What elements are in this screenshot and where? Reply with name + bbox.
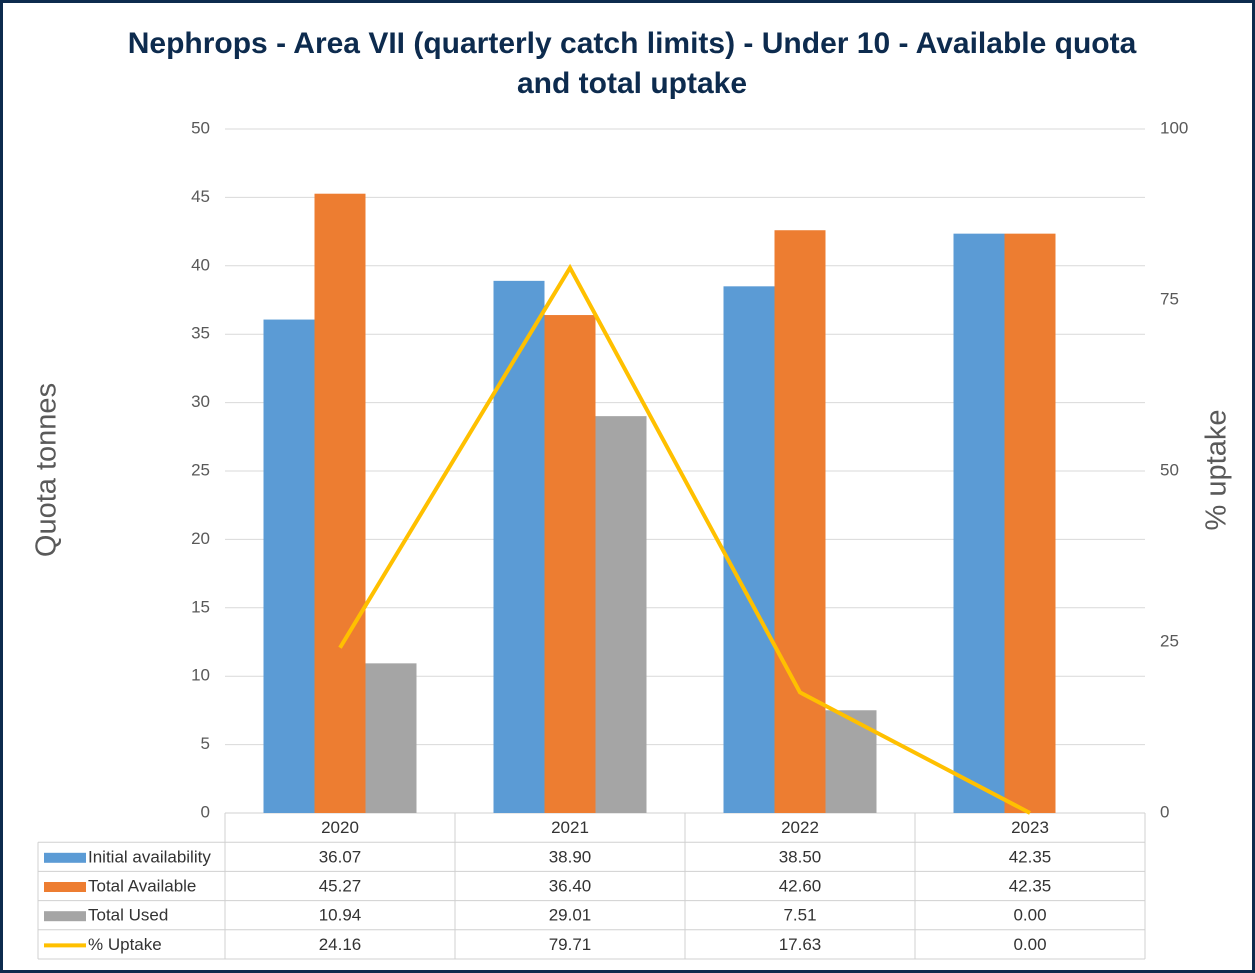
x-tick-label: 2022 (781, 818, 819, 837)
y2-tick-label: 25 (1160, 631, 1179, 650)
chart-title: Nephrops - Area VII (quarterly catch lim… (127, 27, 1137, 100)
table-value: 24.16 (319, 935, 362, 954)
y2-tick-label: 75 (1160, 289, 1179, 308)
legend-label: Total Used (88, 906, 168, 925)
legend-swatch (44, 852, 86, 863)
y-tick-label: 45 (191, 187, 210, 206)
table-value: 38.90 (549, 847, 592, 866)
y-tick-label: 40 (191, 255, 210, 274)
y-tick-label: 0 (201, 802, 210, 821)
y2-tick-label: 100 (1160, 118, 1188, 137)
bar (774, 230, 826, 813)
table-value: 10.94 (319, 906, 362, 925)
y-tick-label: 50 (191, 118, 210, 137)
table-value: 36.07 (319, 847, 362, 866)
bar (953, 233, 1005, 814)
table-value: 29.01 (549, 906, 592, 925)
table-value: 42.60 (779, 876, 822, 895)
table-value: 45.27 (319, 876, 362, 895)
table-value: 79.71 (549, 935, 592, 954)
y-tick-label: 20 (191, 529, 210, 548)
bar (493, 280, 545, 813)
x-tick-label: 2021 (551, 818, 589, 837)
legend-label: % Uptake (88, 935, 162, 954)
legend-swatch (44, 882, 86, 892)
table-value: 36.40 (549, 876, 592, 895)
y-tick-label: 5 (201, 734, 210, 753)
legend-label: Total Available (88, 876, 196, 895)
table-value: 38.50 (779, 847, 822, 866)
line-series (338, 263, 1031, 815)
x-tick-label: 2020 (321, 818, 359, 837)
y2-axis-title: % uptake (1201, 410, 1233, 531)
bar (825, 710, 877, 813)
y2-tick-label: 0 (1160, 802, 1169, 821)
y-axis-title: Quota tonnes (31, 383, 63, 557)
bar (544, 315, 596, 813)
y-tick-label: 30 (191, 392, 210, 411)
table-value: 42.35 (1009, 876, 1052, 895)
y2-tick-label: 50 (1160, 460, 1179, 479)
bar (723, 286, 775, 813)
bar (263, 319, 315, 813)
bar (1004, 233, 1056, 814)
legend-label: Initial availability (88, 847, 211, 866)
bar (314, 193, 366, 813)
y-tick-label: 10 (191, 666, 210, 685)
legend-swatch (44, 911, 86, 922)
y-tick-label: 25 (191, 460, 210, 479)
table-value: 0.00 (1013, 906, 1046, 925)
bar (595, 416, 647, 813)
y-tick-label: 15 (191, 597, 210, 616)
y-tick-label: 35 (191, 324, 210, 343)
x-tick-label: 2023 (1011, 818, 1049, 837)
table-value: 42.35 (1009, 847, 1052, 866)
bar (365, 663, 417, 813)
table-value: 0.00 (1013, 935, 1046, 954)
table-value: 17.63 (779, 935, 822, 954)
table-value: 7.51 (783, 906, 816, 925)
